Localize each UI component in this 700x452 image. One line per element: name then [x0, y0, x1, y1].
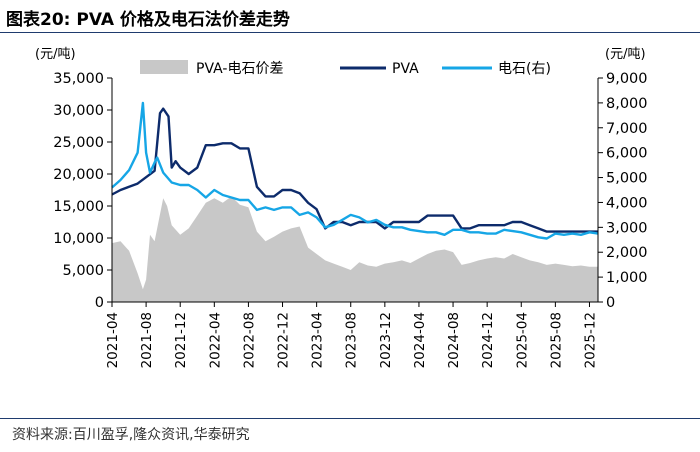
right-tick-label: 2,000 [606, 245, 648, 261]
right-tick-label: 1,000 [606, 270, 648, 286]
x-tick-label: 2024-12 [480, 312, 496, 368]
legend-label-spread: PVA-电石价差 [196, 61, 283, 77]
right-tick-label: 8,000 [606, 96, 648, 112]
left-tick-label: 25,000 [53, 135, 104, 151]
right-tick-label: 3,000 [606, 220, 648, 236]
legend-label-carbide: 电石(右) [498, 61, 551, 77]
left-tick-label: 15,000 [53, 199, 104, 215]
right-tick-label: 5,000 [606, 171, 648, 187]
left-tick-label: 5,000 [62, 263, 104, 279]
legend-label-pva: PVA [392, 61, 419, 77]
x-tick-label: 2024-04 [412, 312, 428, 368]
x-tick-label: 2022-08 [241, 312, 257, 368]
axes-layer: 0 5,000 10,000 15,000 20,000 25,000 30,000 35,0… [53, 71, 647, 368]
pva-line [111, 107, 598, 233]
x-tick-label: 2023-12 [378, 312, 394, 368]
left-tick-label: 10,000 [53, 231, 104, 247]
legend-swatch-spread [140, 60, 188, 74]
left-tick-label: 0 [95, 295, 104, 311]
left-tick-label: 20,000 [53, 167, 104, 183]
right-tick-label: 4,000 [606, 195, 648, 211]
right-tick-label: 6,000 [606, 146, 648, 162]
x-tick-label: 2025-12 [582, 312, 598, 368]
x-tick-label: 2025-08 [548, 312, 564, 368]
right-tick-label: 7,000 [606, 121, 648, 137]
x-tick-label: 2022-04 [207, 312, 223, 368]
x-tick-label: 2021-12 [173, 312, 189, 368]
left-tick-label: 30,000 [53, 103, 104, 119]
spread-area [112, 196, 598, 302]
chart-title: 图表20: PVA 价格及电石法价差走势 [6, 10, 290, 30]
left-tick-label: 35,000 [53, 71, 104, 87]
title-rule [0, 32, 700, 33]
x-tick-label: 2023-04 [310, 312, 326, 368]
spread-area-layer [112, 196, 598, 302]
x-tick-label: 2023-08 [344, 312, 360, 368]
left-axis-unit: (元/吨) [35, 47, 76, 62]
x-tick-label: 2021-08 [139, 312, 155, 368]
x-tick-label: 2021-04 [105, 312, 121, 368]
carbide-line [111, 101, 599, 240]
legend: PVA-电石价差 PVA 电石(右) [140, 60, 551, 77]
series-line-layer [111, 101, 599, 240]
right-tick-label: 9,000 [606, 71, 648, 87]
right-axis-unit: (元/吨) [605, 47, 646, 62]
right-tick-label: 0 [606, 295, 615, 311]
chart-svg: (元/吨) (元/吨) 0 5,000 10,000 15,000 20,000 25,0… [35, 47, 648, 368]
x-tick-label: 2022-12 [276, 312, 292, 368]
x-tick-label: 2025-04 [514, 312, 530, 368]
source-note: 资料来源:百川盈孚,隆众资讯,华泰研究 [12, 427, 250, 443]
x-tick-label: 2024-08 [446, 312, 462, 368]
source-rule [0, 418, 700, 419]
